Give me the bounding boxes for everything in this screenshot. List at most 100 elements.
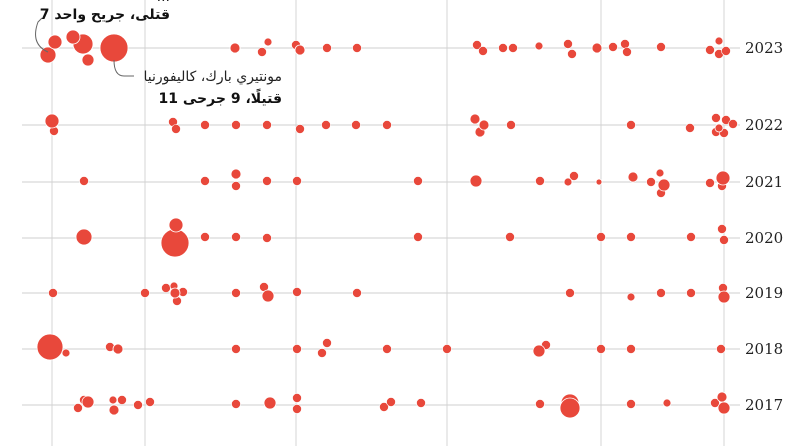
year-labels: 2023 2022 2021 2020 2019 2018 2017 bbox=[745, 39, 783, 414]
bubble-small-2017-10 bbox=[416, 398, 426, 408]
bubble-small-2018-3 bbox=[317, 348, 327, 358]
bubble-small-2019-5 bbox=[231, 288, 241, 298]
bubble-small-2019-2 bbox=[161, 283, 171, 293]
bubble-2021-0 bbox=[230, 168, 242, 180]
bubble-small-2018-9 bbox=[626, 344, 636, 354]
bubble-small-2023-15 bbox=[705, 45, 715, 55]
year-label-2022: 2022 bbox=[745, 116, 783, 134]
bubble-small-2017-9 bbox=[386, 397, 396, 407]
bubble-small-2017-7 bbox=[292, 404, 302, 414]
bubble-2023-0 bbox=[99, 33, 129, 63]
bubble-2023-6 bbox=[229, 42, 241, 54]
bubble-small-2023-6 bbox=[478, 46, 488, 56]
bubble-small-2023-3 bbox=[322, 43, 332, 53]
bubble-small-2018-6 bbox=[442, 344, 452, 354]
annotation-leader-a1 bbox=[35, 17, 49, 53]
bubble-2018-1 bbox=[61, 348, 71, 358]
bubble-2020-0 bbox=[75, 228, 93, 246]
year-label-2018: 2018 bbox=[745, 340, 783, 358]
bubble-2017-1 bbox=[81, 395, 95, 409]
bubble-small-2022-3 bbox=[200, 120, 210, 130]
bubble-2021-1 bbox=[469, 174, 483, 188]
bubble-small-2018-10 bbox=[716, 344, 726, 354]
bubble-small-2017-6 bbox=[292, 393, 302, 403]
bubble-small-2023-12 bbox=[620, 39, 630, 49]
bubble-2018-0 bbox=[36, 333, 64, 361]
bubble-small-2023-17 bbox=[721, 46, 731, 56]
bubble-small-2022-10 bbox=[506, 120, 516, 130]
bubble-small-2021-10 bbox=[705, 178, 715, 188]
bubble-small-2021-4 bbox=[292, 176, 302, 186]
bubble-2021-2 bbox=[563, 177, 573, 187]
bubbles bbox=[36, 29, 738, 419]
annotation-a1-line2: 7 قتلى، جريح واحد bbox=[40, 7, 170, 23]
bubble-small-2021-1 bbox=[200, 176, 210, 186]
bubble-small-2018-8 bbox=[596, 344, 606, 354]
bubble-2017-3 bbox=[263, 396, 277, 410]
bubble-2018-2 bbox=[112, 343, 124, 355]
bubble-small-2019-8 bbox=[352, 288, 362, 298]
bubble-small-2023-14 bbox=[656, 42, 666, 52]
bubble-small-2022-2 bbox=[171, 124, 181, 134]
bubble-2021-4 bbox=[627, 171, 639, 183]
bubble-2021-7 bbox=[715, 170, 731, 186]
bubble-small-2021-8 bbox=[646, 177, 656, 187]
bubble-small-2020-8 bbox=[686, 232, 696, 242]
bubble-small-2021-7 bbox=[569, 171, 579, 181]
bubble-small-2022-6 bbox=[295, 124, 305, 134]
bubble-2022-4 bbox=[714, 123, 724, 133]
bubble-2019-2 bbox=[261, 289, 275, 303]
bubble-small-2021-0 bbox=[79, 176, 89, 186]
bubble-small-2023-4 bbox=[352, 43, 362, 53]
bubble-2023-8 bbox=[294, 44, 306, 56]
bubble-2022-1 bbox=[469, 113, 481, 125]
bubble-2017-2 bbox=[108, 404, 120, 416]
bubble-small-2017-0 bbox=[73, 403, 83, 413]
bubble-small-2023-5 bbox=[472, 40, 482, 50]
bubble-small-2018-1 bbox=[231, 344, 241, 354]
bubble-small-2023-9 bbox=[563, 39, 573, 49]
bubble-small-2023-1 bbox=[257, 47, 267, 57]
year-label-2020: 2020 bbox=[745, 229, 783, 247]
year-label-2019: 2019 bbox=[745, 284, 783, 302]
bubble-small-2018-5 bbox=[382, 344, 392, 354]
bubble-small-2020-7 bbox=[626, 232, 636, 242]
bubble-small-2023-7 bbox=[498, 43, 508, 53]
bubble-2017-0 bbox=[108, 395, 118, 405]
bubble-2019-1 bbox=[169, 287, 181, 299]
bubble-2023-4 bbox=[81, 53, 95, 67]
bubble-2021-3 bbox=[595, 178, 603, 186]
bubble-small-2020-3 bbox=[262, 233, 272, 243]
bubble-small-2020-10 bbox=[719, 235, 729, 245]
bubble-2023-3 bbox=[47, 34, 63, 50]
bubble-2023-7 bbox=[263, 37, 273, 47]
bubble-2021-5 bbox=[655, 168, 665, 178]
bubble-small-2022-9 bbox=[382, 120, 392, 130]
bubble-small-2019-1 bbox=[140, 288, 150, 298]
bubble-2019-4 bbox=[717, 290, 731, 304]
bubble-small-2019-0 bbox=[48, 288, 58, 298]
bubble-2017-7 bbox=[717, 401, 731, 415]
bubble-small-2021-6 bbox=[535, 176, 545, 186]
bubble-2019-3 bbox=[626, 292, 636, 302]
bubble-small-2019-10 bbox=[656, 288, 666, 298]
bubble-small-2022-8 bbox=[351, 120, 361, 130]
year-label-2021: 2021 bbox=[745, 173, 783, 191]
bubble-small-2018-4 bbox=[322, 338, 332, 348]
bubble-small-2020-4 bbox=[413, 232, 423, 242]
bubble-2020-1 bbox=[160, 228, 190, 258]
year-label-2023: 2023 bbox=[745, 39, 783, 57]
bubble-2020-2 bbox=[168, 217, 184, 233]
year-label-2017: 2017 bbox=[745, 396, 783, 414]
bubble-small-2017-5 bbox=[231, 399, 241, 409]
bubble-small-2018-2 bbox=[292, 344, 302, 354]
bubble-2022-3 bbox=[478, 119, 490, 131]
bubble-2017-6 bbox=[716, 391, 728, 403]
bubble-small-2023-11 bbox=[608, 42, 618, 52]
bubble-small-2021-2 bbox=[231, 181, 241, 191]
bubble-small-2017-13 bbox=[710, 398, 720, 408]
bubble-2022-0 bbox=[44, 113, 60, 129]
bubble-small-2022-15 bbox=[728, 119, 738, 129]
bubble-small-2017-3 bbox=[133, 400, 143, 410]
